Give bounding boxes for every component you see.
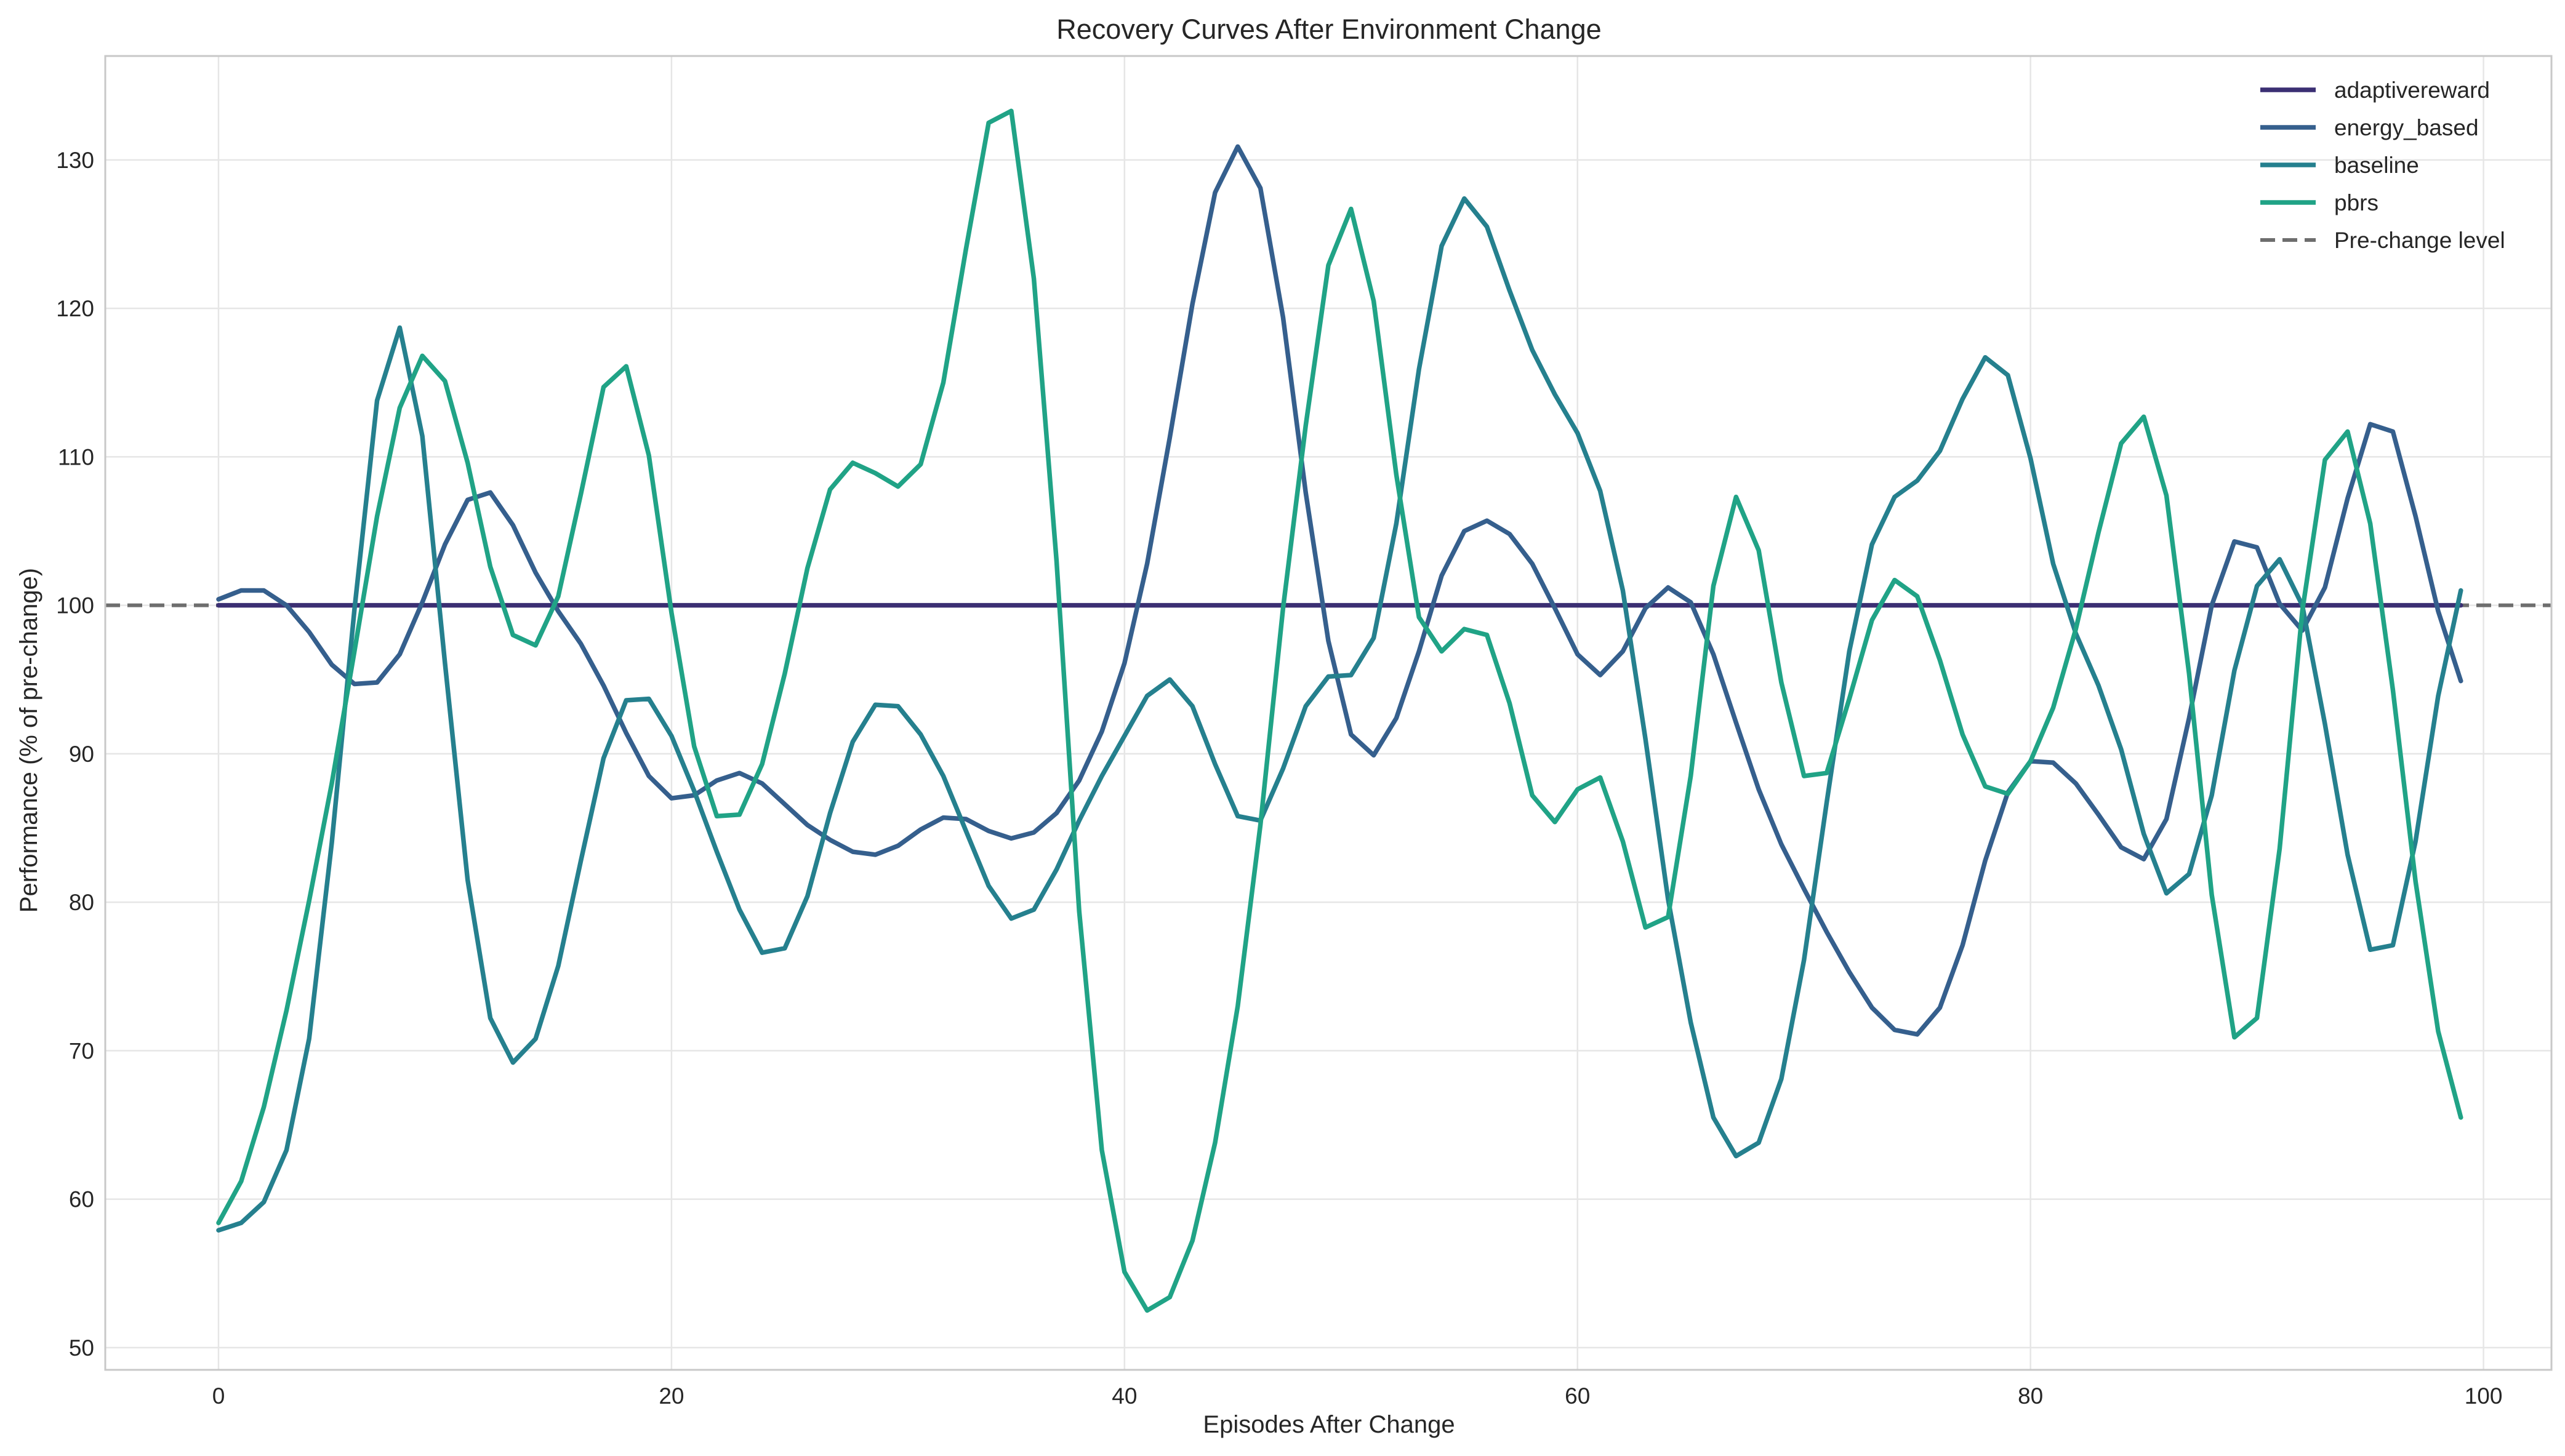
- chart-title: Recovery Curves After Environment Change: [1056, 14, 1601, 45]
- x-tick-label: 60: [1565, 1383, 1590, 1409]
- y-tick-label: 110: [58, 444, 94, 470]
- x-tick-label: 80: [2018, 1383, 2043, 1409]
- y-tick-label: 100: [56, 593, 94, 618]
- x-tick-label: 100: [2465, 1383, 2503, 1409]
- y-tick-label: 50: [69, 1335, 94, 1361]
- y-tick-label: 120: [56, 296, 94, 321]
- y-tick-labels: 50 60 70 80 90 100 110 120 130: [56, 148, 94, 1361]
- y-tick-label: 60: [69, 1187, 94, 1212]
- y-tick-label: 130: [56, 148, 94, 173]
- y-axis-label: Performance (% of pre-change): [15, 568, 42, 913]
- legend-label-pre-change-level: Pre-change level: [2334, 228, 2505, 253]
- series-line-energy-based: [216, 144, 2463, 1037]
- x-tick-label: 0: [212, 1383, 225, 1409]
- y-tick-label: 90: [69, 742, 94, 767]
- y-tick-label: 80: [69, 890, 94, 915]
- x-tick-label: 20: [659, 1383, 684, 1409]
- legend-label-energy-based: energy_based: [2334, 115, 2479, 140]
- y-tick-label: 70: [69, 1038, 94, 1063]
- vertical-gridlines: [217, 56, 2484, 1370]
- legend-label-pbrs: pbrs: [2334, 190, 2378, 215]
- x-tick-labels: 0 20 40 60 80 100: [212, 1383, 2503, 1409]
- series-layer: [216, 108, 2463, 1313]
- series-line-pbrs: [216, 108, 2463, 1313]
- plot-frame: [104, 55, 2553, 1371]
- legend: adaptivereward energy_based baseline pbrs Pr…: [2260, 78, 2505, 253]
- series-line-baseline: [216, 196, 2463, 1233]
- x-tick-label: 40: [1112, 1383, 1137, 1409]
- x-axis-label: Episodes After Change: [1203, 1411, 1455, 1438]
- legend-label-adaptivereward: adaptivereward: [2334, 78, 2490, 103]
- legend-label-baseline: baseline: [2334, 153, 2419, 178]
